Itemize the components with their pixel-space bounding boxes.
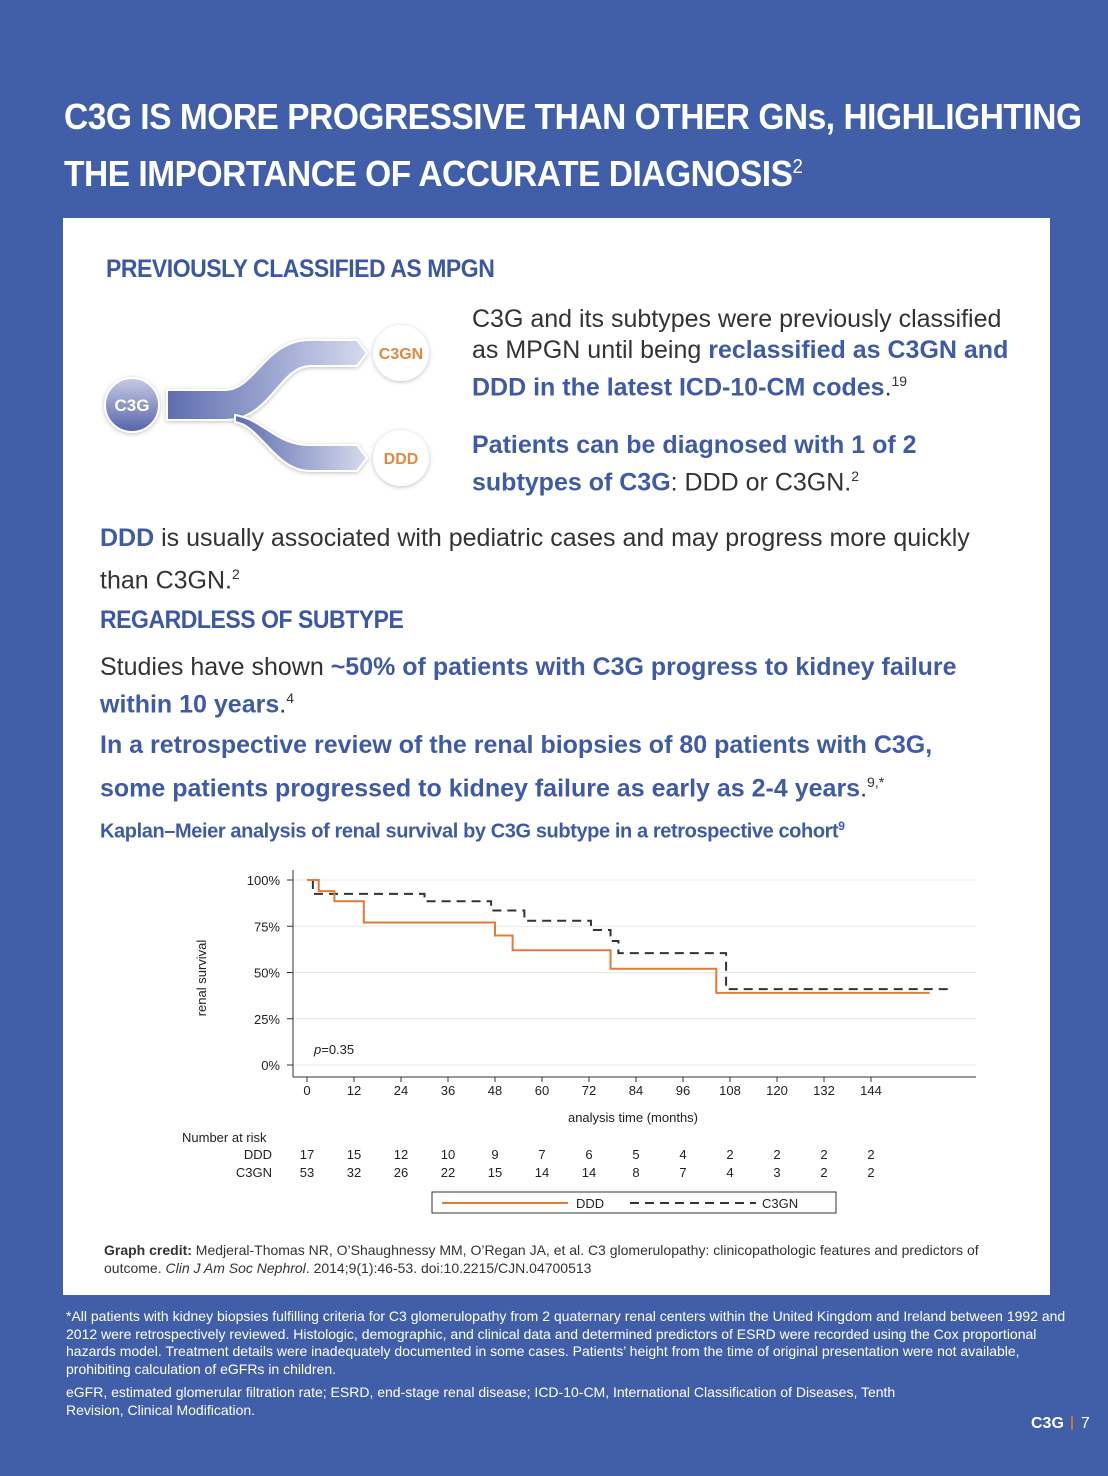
risk-value: 2 [726,1147,733,1162]
risk-row-label: C3GN [236,1165,272,1180]
risk-value: 2 [773,1147,780,1162]
y-axis-label: renal survival [194,940,209,1017]
series-line-c3gn [311,880,954,991]
risk-value: 7 [538,1147,545,1162]
risk-value: 2 [820,1147,827,1162]
risk-value: 2 [820,1165,827,1180]
y-tick-label: 100% [247,873,281,888]
title-ref: 2 [792,156,803,178]
x-tick-label: 96 [676,1083,690,1098]
risk-value: 14 [582,1165,596,1180]
risk-value: 15 [347,1147,361,1162]
legend-label-ddd: DDD [576,1196,604,1211]
y-tick-label: 25% [254,1012,280,1027]
x-tick-label: 60 [535,1083,549,1098]
risk-value: 3 [773,1165,780,1180]
x-tick-label: 48 [488,1083,502,1098]
x-tick-label: 144 [860,1083,882,1098]
risk-value: 22 [441,1165,455,1180]
risk-value: 26 [394,1165,408,1180]
x-tick-label: 84 [629,1083,643,1098]
c3gn-node-label: C3GN [379,346,423,363]
x-tick-label: 0 [303,1083,310,1098]
page-number: 7 [1080,1415,1090,1432]
title-line-1: C3G IS MORE PROGRESSIVE THAN OTHER GNs, … [64,96,1082,137]
risk-value: 9 [491,1147,498,1162]
branch-top-arrow [166,339,369,421]
paragraph-subtypes: Patients can be diagnosed with 1 of 2 su… [472,431,917,497]
x-axis-label: analysis time (months) [568,1110,698,1125]
section-heading-subtype: REGARDLESS OF SUBTYPE [100,606,404,634]
x-tick-label: 36 [441,1083,455,1098]
paragraph-reclassified: C3G and its subtypes were previously cla… [472,305,1009,402]
branch-bottom-arrow [234,413,369,472]
x-tick-label: 120 [766,1083,788,1098]
risk-value: 53 [300,1165,314,1180]
risk-value: 5 [632,1147,639,1162]
p-value-annotation: p=0.35 [313,1042,354,1057]
risk-value: 7 [679,1165,686,1180]
risk-row-label: DDD [244,1147,272,1162]
section-heading-mpgn: PREVIOUSLY CLASSIFIED AS MPGN [106,255,495,283]
risk-value: 10 [441,1147,455,1162]
km-chart: 0%25%50%75%100%0 12 24 36 48 60 72 84 96 108 120 13… [182,870,976,1214]
graph-credit: Graph credit: Medjeral-Thomas NR, O’Shau… [104,1242,979,1276]
x-tick-label: 132 [813,1083,835,1098]
risk-value: 8 [632,1165,639,1180]
ddd-node-label: DDD [384,451,419,468]
y-tick-label: 50% [254,966,280,981]
x-tick-label: 24 [394,1083,408,1098]
risk-table-label: Number at risk [182,1130,267,1145]
risk-value: 2 [867,1165,874,1180]
risk-value: 14 [535,1165,549,1180]
page-title: C3G IS MORE PROGRESSIVE THAN OTHER GNs, … [64,92,1082,199]
risk-value: 4 [726,1165,733,1180]
paragraph-retrospective: In a retrospective review of the renal b… [100,731,933,803]
risk-value: 6 [585,1147,592,1162]
footnote-star: *All patients with kidney biopsies fulfi… [66,1308,1066,1377]
footnote-abbreviations: eGFR, estimated glomerular filtration ra… [66,1384,896,1418]
risk-value: 32 [347,1165,361,1180]
title-line-2: THE IMPORTANCE OF ACCURATE DIAGNOSIS [64,153,793,194]
c3gn-node [373,325,429,381]
x-tick-label: 72 [582,1083,596,1098]
subtype-diagram: C3G C3GN DDD [104,325,429,486]
paragraph-ddd: DDD is usually associated with pediatric… [100,524,970,595]
paragraph-studies: Studies have shown ~50% of patients with… [100,653,957,719]
risk-value: 2 [867,1147,874,1162]
risk-value: 15 [488,1165,502,1180]
root-node [104,377,160,433]
x-tick-label: 12 [347,1083,361,1098]
brand-logo: C3G [1031,1415,1064,1432]
risk-value: 17 [300,1147,314,1162]
legend-label-c3gn: C3GN [762,1196,798,1211]
risk-value: 12 [394,1147,408,1162]
ddd-node [373,430,429,486]
series-line-ddd [307,879,930,994]
risk-value: 4 [679,1147,686,1162]
y-tick-label: 0% [261,1058,280,1073]
root-node-label: C3G [115,396,150,415]
page-footer: C3G 7 [1031,1415,1090,1433]
x-tick-label: 108 [719,1083,741,1098]
chart-title: Kaplan–Meier analysis of renal survival … [100,819,845,843]
y-tick-label: 75% [254,919,280,934]
